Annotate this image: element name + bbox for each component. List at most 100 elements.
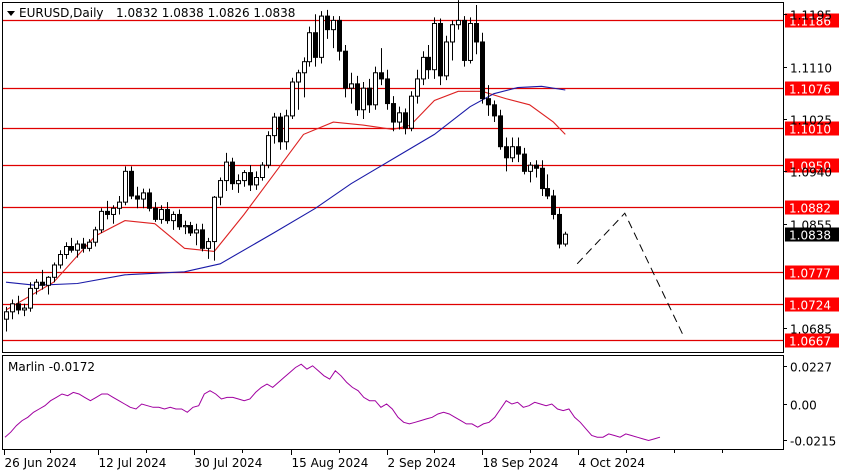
candle-body — [105, 210, 110, 215]
candle-body — [87, 241, 92, 249]
candle — [242, 170, 247, 187]
candle — [397, 106, 402, 130]
price-tick-label: 1.1025 — [790, 114, 832, 128]
candle — [159, 205, 164, 224]
candle-body — [218, 180, 223, 198]
candle — [248, 165, 253, 192]
candle — [385, 69, 390, 110]
candle-body — [474, 22, 479, 43]
candle-body — [438, 22, 443, 77]
candle-body — [248, 172, 253, 186]
candle-body — [212, 196, 217, 243]
candle — [450, 20, 455, 61]
oscillator: 0.0227 0.00 -0.0215 — [4, 361, 836, 449]
candle-body — [355, 83, 360, 111]
candle — [99, 208, 104, 233]
candle — [498, 109, 503, 150]
candle — [272, 112, 277, 144]
candle — [391, 96, 396, 132]
time-axis: 26 Jun 2024 12 Jul 2024 30 Jul 2024 15 Aug … — [4, 450, 723, 470]
candle-body — [522, 153, 527, 172]
candle-body — [290, 81, 295, 117]
level-label-bg — [785, 265, 839, 280]
candle-body — [230, 161, 235, 185]
candle — [563, 231, 568, 247]
candle-body — [551, 195, 556, 215]
candle — [313, 14, 318, 67]
candle-body — [540, 167, 545, 190]
candle — [456, 0, 461, 30]
candle — [474, 5, 479, 55]
current-price-label: 1.0838 — [789, 229, 831, 243]
candle-body — [266, 135, 271, 166]
candle — [46, 276, 51, 295]
fast-ma-line — [5, 90, 566, 311]
candle — [165, 202, 170, 224]
candle — [426, 45, 431, 79]
candle — [290, 77, 295, 119]
candle-body — [409, 95, 414, 129]
candle — [379, 48, 384, 86]
forecast-line — [576, 212, 685, 338]
candle-body — [307, 32, 312, 63]
candle — [87, 239, 92, 252]
candle-body — [52, 264, 57, 278]
candle — [444, 35, 449, 81]
candle — [28, 282, 33, 312]
candle-body — [426, 56, 431, 71]
candle-body — [224, 161, 229, 182]
candle-body — [153, 207, 158, 220]
candle-body — [516, 146, 521, 155]
candle-body — [117, 201, 122, 209]
candle-body — [480, 41, 485, 100]
candle — [557, 208, 562, 249]
candle — [105, 200, 110, 220]
candle — [551, 189, 556, 220]
candle-body — [165, 209, 170, 222]
candle — [75, 240, 80, 258]
candle — [171, 211, 176, 230]
level-label-bg — [785, 297, 839, 312]
candle-body — [260, 164, 265, 179]
candle — [349, 72, 354, 104]
level-label-bg — [785, 121, 839, 136]
level-label: 1.0667 — [789, 335, 831, 349]
candles — [4, 0, 568, 332]
candle — [278, 112, 283, 150]
candle — [343, 45, 348, 98]
collapse-triangle-icon[interactable] — [7, 11, 15, 16]
time-tick-label: 4 Oct 2024 — [579, 456, 646, 470]
candle-body — [254, 177, 259, 186]
candle — [504, 137, 509, 172]
candle-body — [272, 116, 277, 137]
level-label-bg — [785, 158, 839, 173]
candle — [58, 250, 63, 269]
candle — [69, 237, 74, 253]
candle-body — [373, 72, 378, 106]
candle-body — [361, 87, 366, 111]
candle-body — [28, 287, 33, 309]
candle — [480, 32, 485, 104]
candle-body — [93, 229, 98, 243]
candle — [111, 205, 116, 224]
candle-body — [135, 195, 140, 200]
price-tick-label: 1.0685 — [790, 323, 832, 337]
candle — [212, 195, 217, 261]
candle-body — [99, 210, 104, 231]
candle-body — [367, 87, 372, 106]
level-label: 1.0950 — [789, 160, 831, 174]
level-lines: 1.1186 1.1076 1.1010 1.0950 1.0882 1.0777 1.07… — [3, 13, 839, 349]
candle-body — [129, 170, 134, 197]
level-label: 1.0724 — [789, 299, 831, 313]
candle-body — [177, 213, 182, 228]
candle-body — [284, 115, 289, 143]
candle — [147, 188, 152, 212]
candle-body — [545, 188, 550, 197]
candle-body — [236, 180, 241, 185]
candle — [545, 174, 550, 200]
candle-body — [415, 78, 420, 97]
candle — [218, 177, 223, 206]
candle-body — [111, 207, 116, 215]
candle — [141, 188, 146, 209]
